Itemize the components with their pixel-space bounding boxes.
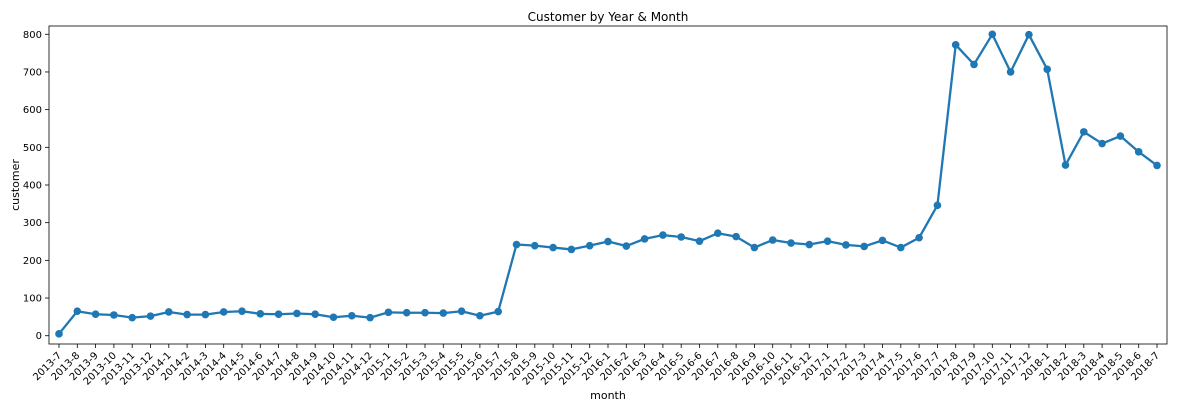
data-point bbox=[823, 237, 832, 245]
data-point bbox=[1025, 30, 1033, 39]
data-point bbox=[805, 240, 814, 249]
data-point bbox=[768, 236, 777, 244]
data-point bbox=[110, 311, 118, 319]
data-point bbox=[915, 233, 923, 242]
y-tick-label: 100 bbox=[23, 294, 42, 305]
data-point bbox=[91, 310, 100, 319]
y-tick-label: 600 bbox=[23, 105, 42, 116]
data-point bbox=[311, 310, 320, 319]
chart-title: Customer by Year & Month bbox=[528, 10, 689, 24]
series-line bbox=[58, 33, 1158, 335]
data-point bbox=[1061, 161, 1070, 169]
data-point bbox=[714, 229, 722, 238]
data-point bbox=[1043, 65, 1051, 74]
data-point bbox=[128, 313, 136, 322]
y-tick-label: 300 bbox=[23, 218, 42, 229]
data-point bbox=[860, 242, 868, 251]
data-point bbox=[512, 240, 521, 249]
y-axis: 0 100 200 300 400 500 600 700 800 bbox=[23, 30, 49, 342]
data-point bbox=[622, 242, 631, 250]
y-tick-label: 700 bbox=[23, 67, 42, 78]
data-point bbox=[494, 307, 503, 316]
data-point bbox=[439, 309, 448, 317]
data-point bbox=[897, 243, 905, 252]
data-point bbox=[787, 239, 795, 247]
data-point bbox=[531, 241, 539, 250]
y-tick-label: 0 bbox=[36, 331, 42, 342]
data-point bbox=[988, 30, 997, 39]
data-point bbox=[585, 241, 594, 250]
data-point bbox=[274, 310, 283, 319]
data-point bbox=[842, 241, 850, 249]
data-point bbox=[1080, 128, 1088, 136]
data-point bbox=[604, 237, 612, 246]
data-point bbox=[640, 235, 649, 243]
y-tick-label: 800 bbox=[23, 30, 42, 41]
data-point bbox=[476, 311, 484, 320]
data-point bbox=[659, 231, 667, 239]
y-tick-label: 400 bbox=[23, 181, 42, 192]
plot-frame bbox=[48, 25, 1168, 345]
data-point bbox=[567, 245, 576, 254]
data-point bbox=[238, 307, 246, 316]
data-point bbox=[329, 313, 338, 322]
x-axis-label: month bbox=[590, 389, 626, 402]
data-point bbox=[348, 311, 356, 320]
data-point bbox=[549, 243, 557, 252]
data-point bbox=[695, 237, 704, 245]
data-point bbox=[146, 312, 155, 320]
data-point bbox=[677, 233, 685, 241]
data-point bbox=[1098, 139, 1106, 148]
data-point bbox=[55, 330, 63, 338]
data-point bbox=[970, 60, 978, 69]
data-point bbox=[384, 308, 393, 317]
y-tick-label: 500 bbox=[23, 143, 42, 154]
data-point bbox=[219, 308, 228, 316]
x-axis: 2013-72013-82013-92013-102013-112013-122… bbox=[31, 344, 1162, 388]
y-axis-label: customer bbox=[9, 159, 22, 211]
data-point bbox=[1134, 148, 1143, 156]
data-point bbox=[732, 232, 740, 241]
data-point bbox=[73, 307, 82, 316]
data-point bbox=[1153, 161, 1161, 170]
data-point bbox=[933, 201, 942, 210]
data-point bbox=[421, 308, 429, 317]
data-point bbox=[293, 309, 301, 318]
data-point bbox=[951, 41, 960, 49]
data-point bbox=[1116, 132, 1125, 140]
data-point bbox=[165, 308, 173, 316]
data-point bbox=[878, 236, 887, 245]
data-point bbox=[402, 308, 411, 317]
data-point bbox=[457, 307, 466, 316]
y-tick-label: 200 bbox=[23, 256, 42, 267]
series-layer bbox=[55, 30, 1161, 338]
data-point bbox=[201, 310, 210, 319]
data-point bbox=[256, 310, 265, 318]
data-point bbox=[1006, 68, 1015, 76]
data-point bbox=[183, 310, 191, 319]
data-point bbox=[366, 313, 374, 322]
data-point bbox=[750, 243, 759, 252]
